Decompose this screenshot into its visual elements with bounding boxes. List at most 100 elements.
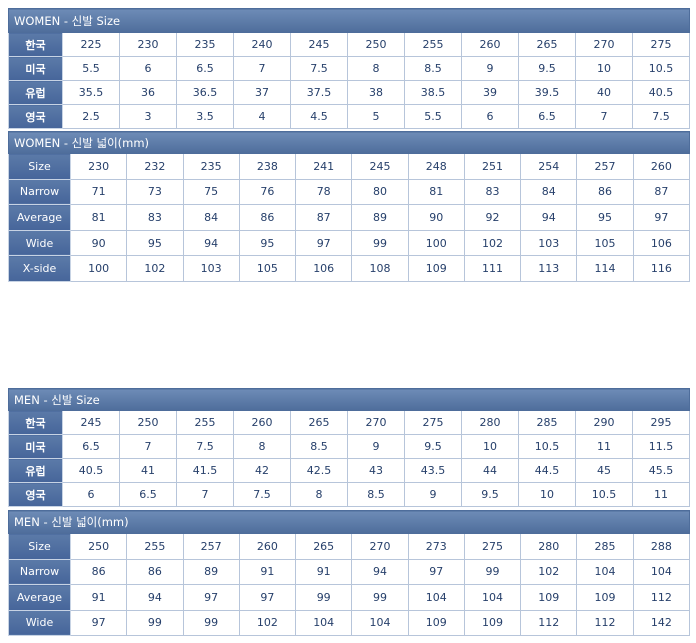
table-cell: 102: [520, 558, 578, 585]
table-cell: 94: [126, 584, 184, 611]
table-cell: 241: [295, 153, 353, 180]
table-cell: 275: [404, 410, 462, 435]
table-row: Average 91 94 97 97 99 99 104 104 109 109 112: [8, 584, 691, 611]
table-cell: 38: [347, 80, 405, 105]
table-cell: 42.5: [290, 458, 348, 483]
table-cell: 97: [632, 204, 691, 231]
table-cell: 6.5: [176, 56, 234, 81]
table-cell: 9.5: [404, 434, 462, 459]
table-cell: 9: [347, 434, 405, 459]
table-row: Size 230 232 235 238 241 245 248 251 254 257 260: [8, 153, 691, 180]
table-cell: 235: [182, 153, 240, 180]
table-cell: 245: [290, 32, 348, 57]
table-cell: 83: [126, 204, 184, 231]
table-cell: 87: [295, 204, 353, 231]
table-cell: 285: [518, 410, 576, 435]
table-cell: 106: [632, 229, 691, 257]
table-cell: 8.5: [347, 482, 405, 507]
table-row: 유럽 35.5 36 36.5 37 37.5 38 38.5 39 39.5 40 40.5: [8, 80, 690, 105]
table-cell: 251: [463, 153, 522, 180]
row-header: 유럽: [8, 80, 63, 105]
table-cell: 90: [69, 229, 128, 257]
table-cell: 238: [238, 153, 297, 180]
table-cell: 270: [347, 410, 405, 435]
table-cell: 7.5: [233, 482, 291, 507]
table-cell: 43: [347, 458, 405, 483]
table-cell: 43.5: [404, 458, 462, 483]
table-row: 미국 5.5 6 6.5 7 7.5 8 8.5 9 9.5 10 10.5: [8, 56, 690, 81]
table-cell: 6.5: [119, 482, 177, 507]
table-cell: 11.5: [632, 434, 690, 459]
table-cell: 104: [576, 558, 634, 585]
table-cell: 97: [407, 558, 465, 585]
table-cell: 95: [126, 229, 184, 257]
table-cell: 104: [407, 584, 465, 611]
table-cell: 232: [126, 153, 184, 180]
table-cell: 75: [182, 178, 240, 206]
table-cell: 9: [404, 482, 462, 507]
table-cell: 111: [463, 255, 522, 282]
table-cell: 99: [351, 229, 409, 257]
table-cell: 250: [69, 533, 128, 560]
row-header: Average: [8, 584, 71, 611]
table-cell: 109: [576, 584, 634, 611]
table-cell: 37.5: [290, 80, 348, 105]
table-cell: 105: [576, 229, 634, 257]
table-cell: 113: [520, 255, 578, 282]
row-header: 한국: [8, 32, 63, 57]
table-row: X-side 100 102 103 105 106 108 109 111 113 114 116: [8, 255, 691, 282]
row-header: 미국: [8, 56, 63, 81]
table-cell: 109: [407, 255, 465, 282]
table-cell: 104: [463, 584, 522, 611]
table-cell: 76: [238, 178, 297, 206]
table-cell: 11: [575, 434, 633, 459]
table-cell: 8: [290, 482, 348, 507]
table-cell: 105: [238, 255, 297, 282]
table-cell: 8: [347, 56, 405, 81]
table-cell: 5: [347, 104, 405, 129]
table-cell: 97: [295, 229, 353, 257]
table-title: MEN - 신발 넓이(mm): [8, 510, 690, 534]
table-cell: 265: [518, 32, 576, 57]
table-cell: 37: [233, 80, 291, 105]
table-cell: 100: [407, 229, 465, 257]
table-cell: 73: [126, 178, 184, 206]
table-cell: 225: [62, 32, 120, 57]
table-cell: 99: [126, 609, 184, 636]
row-header: 미국: [8, 434, 63, 459]
table-cell: 3.5: [176, 104, 234, 129]
table-cell: 142: [632, 609, 691, 636]
table-cell: 9: [461, 56, 519, 81]
table-cell: 90: [407, 204, 465, 231]
table-cell: 114: [576, 255, 634, 282]
table-cell: 116: [632, 255, 691, 282]
women-size-table: WOMEN - 신발 Size 한국 225 230 235 240 245 250 255 26…: [8, 8, 690, 129]
table-cell: 103: [520, 229, 578, 257]
table-cell: 260: [632, 153, 691, 180]
table-cell: 4: [233, 104, 291, 129]
table-cell: 106: [295, 255, 353, 282]
table-cell: 102: [238, 609, 297, 636]
row-header: X-side: [8, 255, 71, 282]
table-cell: 104: [632, 558, 691, 585]
table-cell: 257: [576, 153, 634, 180]
table-row: Wide 90 95 94 95 97 99 100 102 103 105 106: [8, 229, 691, 257]
table-cell: 5.5: [404, 104, 462, 129]
table-row: 한국 225 230 235 240 245 250 255 260 265 270 275: [8, 32, 690, 57]
table-cell: 95: [238, 229, 297, 257]
table-row: Narrow 86 86 89 91 91 94 97 99 102 104 104: [8, 558, 691, 585]
table-cell: 4.5: [290, 104, 348, 129]
table-cell: 109: [407, 609, 465, 636]
row-header: Wide: [8, 229, 71, 257]
table-cell: 44: [461, 458, 519, 483]
table-cell: 10.5: [575, 482, 633, 507]
table-cell: 84: [520, 178, 578, 206]
table-cell: 6: [62, 482, 120, 507]
table-cell: 104: [351, 609, 409, 636]
table-cell: 250: [347, 32, 405, 57]
table-cell: 109: [520, 584, 578, 611]
table-cell: 80: [351, 178, 409, 206]
table-cell: 87: [632, 178, 691, 206]
men-size-table: MEN - 신발 Size 한국 245 250 255 260 265 270 275 280 2…: [8, 388, 690, 507]
table-cell: 95: [576, 204, 634, 231]
